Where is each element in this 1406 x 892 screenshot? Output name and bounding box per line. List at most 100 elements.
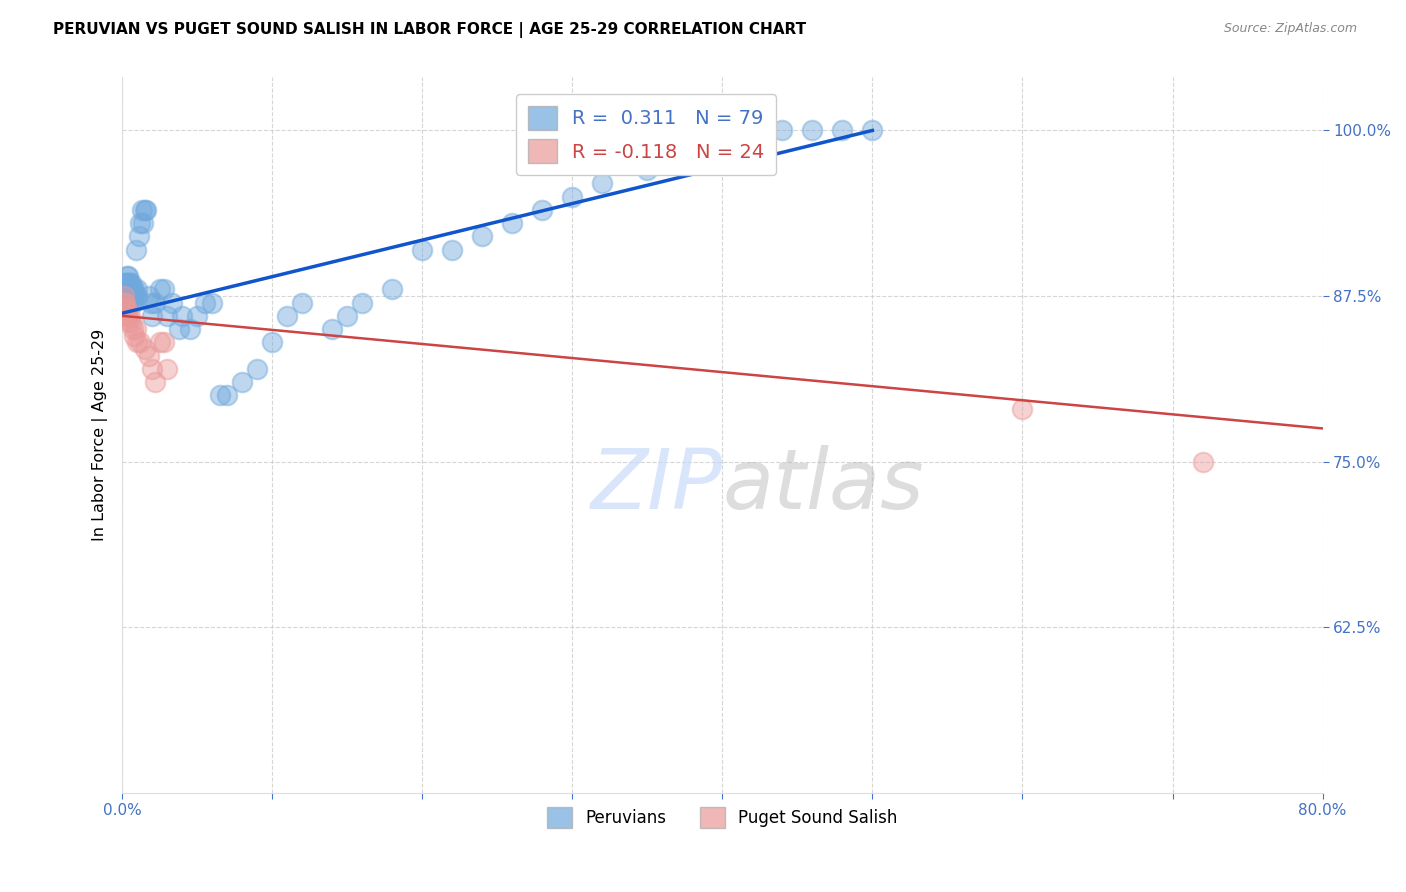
Legend: Peruvians, Puget Sound Salish: Peruvians, Puget Sound Salish <box>540 801 904 834</box>
Point <box>153 282 176 296</box>
Point <box>336 309 359 323</box>
Point <box>411 243 433 257</box>
Point <box>115 269 138 284</box>
Point <box>352 295 374 310</box>
Point <box>770 123 793 137</box>
Point <box>112 282 135 296</box>
Point <box>156 361 179 376</box>
Point <box>149 335 172 350</box>
Point <box>149 282 172 296</box>
Point <box>636 163 658 178</box>
Point <box>117 295 139 310</box>
Point <box>591 177 613 191</box>
Point <box>862 123 884 137</box>
Point <box>115 295 138 310</box>
Point <box>118 282 141 296</box>
Point <box>291 295 314 310</box>
Point <box>201 295 224 310</box>
Point <box>501 216 523 230</box>
Point <box>128 229 150 244</box>
Point <box>262 335 284 350</box>
Text: ZIP: ZIP <box>591 444 723 525</box>
Point <box>179 322 201 336</box>
Point <box>122 282 145 296</box>
Point <box>831 123 853 137</box>
Point <box>118 289 141 303</box>
Point <box>114 276 136 290</box>
Point <box>121 295 143 310</box>
Point <box>117 269 139 284</box>
Point <box>114 289 136 303</box>
Point <box>114 295 136 310</box>
Point <box>115 276 138 290</box>
Point <box>118 276 141 290</box>
Point <box>217 388 239 402</box>
Y-axis label: In Labor Force | Age 25-29: In Labor Force | Age 25-29 <box>93 329 108 541</box>
Point <box>186 309 208 323</box>
Point <box>112 289 135 303</box>
Text: Source: ZipAtlas.com: Source: ZipAtlas.com <box>1223 22 1357 36</box>
Point <box>531 202 554 217</box>
Point <box>132 216 155 230</box>
Point <box>172 309 194 323</box>
Point <box>141 361 163 376</box>
Point <box>138 289 160 303</box>
Point <box>1011 401 1033 416</box>
Point <box>441 243 464 257</box>
Point <box>561 189 583 203</box>
Point <box>681 150 703 164</box>
Point <box>471 229 494 244</box>
Point <box>117 289 139 303</box>
Point <box>112 276 135 290</box>
Point <box>194 295 217 310</box>
Point <box>120 276 142 290</box>
Point <box>112 289 135 303</box>
Point <box>112 289 135 303</box>
Point <box>117 276 139 290</box>
Point <box>160 295 183 310</box>
Point <box>114 302 136 317</box>
Point <box>276 309 298 323</box>
Point <box>143 375 166 389</box>
Point <box>117 316 139 330</box>
Point <box>801 123 824 137</box>
Point <box>131 202 153 217</box>
Point <box>381 282 404 296</box>
Point <box>231 375 253 389</box>
Point <box>134 342 156 356</box>
Point <box>121 322 143 336</box>
Point <box>112 295 135 310</box>
Point <box>156 309 179 323</box>
Point <box>167 322 190 336</box>
Point <box>138 349 160 363</box>
Point <box>122 289 145 303</box>
Point <box>127 335 149 350</box>
Text: atlas: atlas <box>723 444 924 525</box>
Point <box>125 243 148 257</box>
Point <box>115 309 138 323</box>
Point <box>711 136 734 151</box>
Point <box>115 302 138 317</box>
Point <box>127 289 149 303</box>
Point <box>115 282 138 296</box>
Point <box>153 335 176 350</box>
Point <box>139 295 162 310</box>
Point <box>122 328 145 343</box>
Point <box>121 282 143 296</box>
Point <box>117 309 139 323</box>
Point <box>117 282 139 296</box>
Point <box>120 316 142 330</box>
Point <box>129 335 152 350</box>
Point <box>118 309 141 323</box>
Point <box>114 282 136 296</box>
Point <box>115 289 138 303</box>
Point <box>321 322 343 336</box>
Point <box>114 295 136 310</box>
Point <box>135 202 157 217</box>
Point <box>121 289 143 303</box>
Point <box>120 289 142 303</box>
Point <box>129 216 152 230</box>
Point <box>134 202 156 217</box>
Point <box>208 388 231 402</box>
Point <box>120 282 142 296</box>
